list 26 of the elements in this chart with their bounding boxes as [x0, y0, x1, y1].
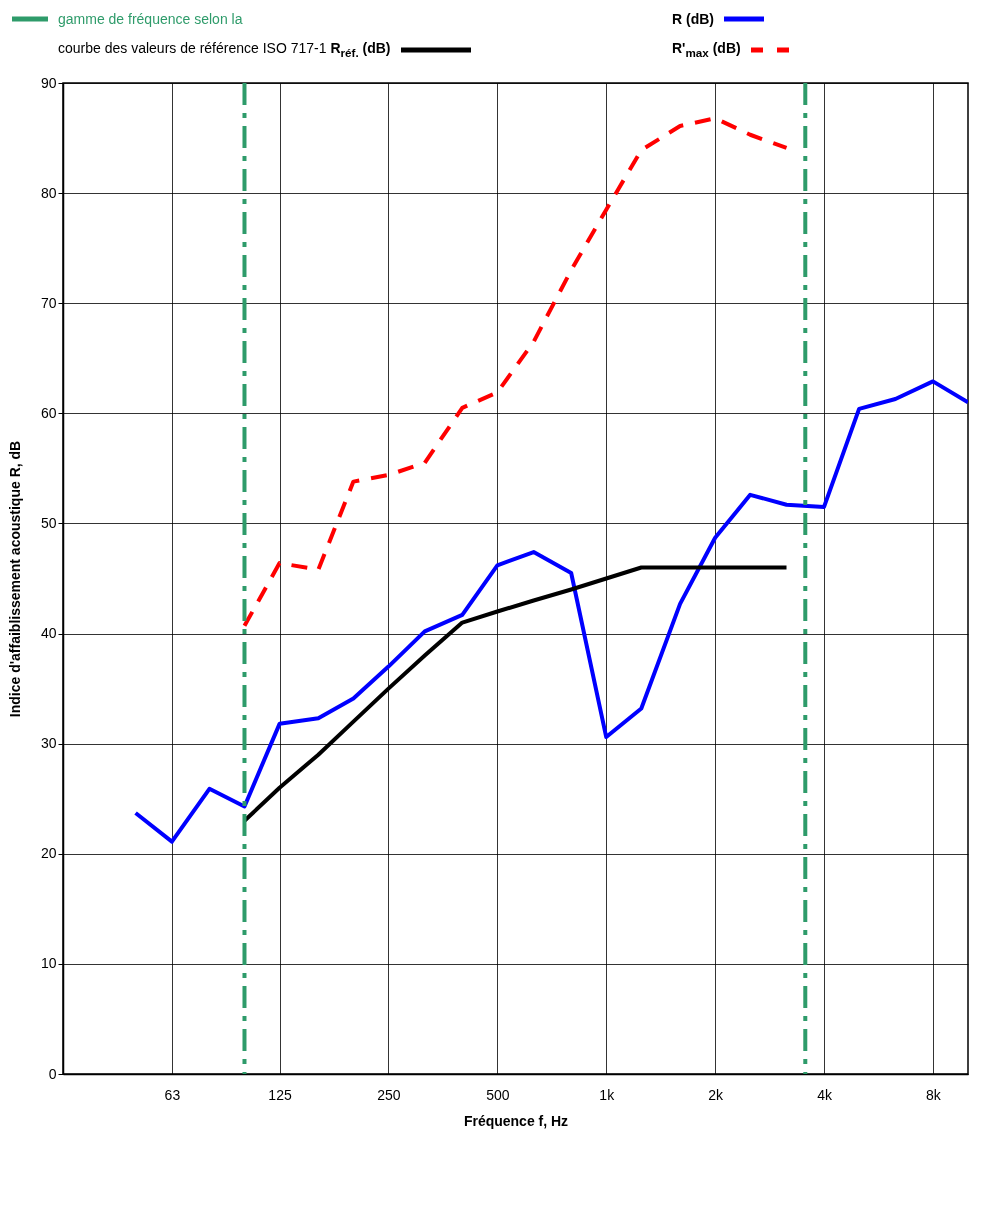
x-tick-label: 500 [486, 1086, 510, 1103]
x-tick-label: 4k [817, 1086, 833, 1103]
legend-label: courbe des valeurs de référence ISO 717-1 R$_{réf.}$ (dB) [58, 40, 391, 60]
y-tick-label: 50 [40, 514, 57, 531]
y-tick-label: 20 [40, 845, 57, 862]
y-tick-label: 30 [40, 735, 57, 752]
line-series [242, 116, 789, 628]
x-tick-label: 125 [268, 1086, 292, 1103]
y-tick-label: 90 [40, 74, 57, 91]
y-tick-label: 60 [40, 404, 57, 421]
y-tick-label: 80 [40, 184, 57, 201]
x-tick-label: 8k [926, 1086, 942, 1103]
ref-line-label: gamme de fréquence selon la [58, 10, 243, 27]
line-series [133, 379, 968, 844]
y-tick-label: 10 [40, 955, 57, 972]
x-tick-label: 250 [377, 1086, 401, 1103]
y-tick-label: 40 [40, 625, 57, 642]
y-tick-label: 70 [40, 294, 57, 311]
x-tick-label: 1k [599, 1086, 616, 1103]
legend-label: R (dB) [672, 10, 714, 27]
x-tick-label: 2k [708, 1086, 725, 1103]
y-axis-title: Indice d'affaiblissement acoustique R, dB [6, 440, 23, 718]
x-tick-label: 63 [164, 1086, 181, 1103]
y-tick-label: 0 [48, 1065, 57, 1082]
legend-label: R'$_{max}$ (dB) [672, 40, 741, 60]
x-axis-title: Fréquence f, Hz [463, 1112, 569, 1129]
